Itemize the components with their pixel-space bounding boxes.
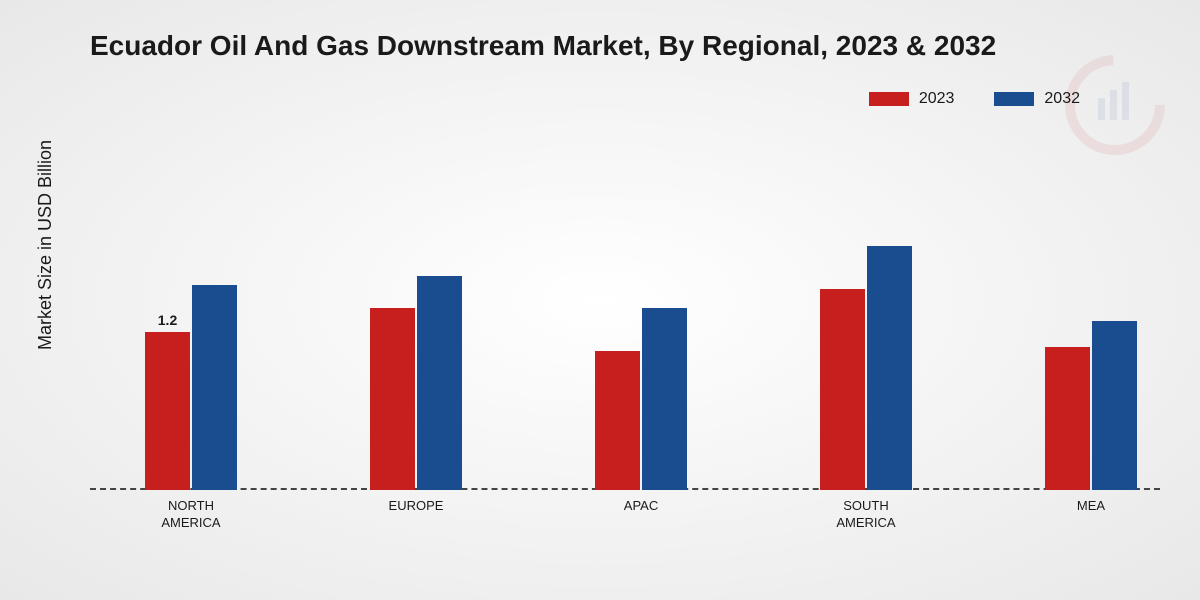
- x-axis-label: APAC: [571, 490, 711, 515]
- bar-2023: [370, 308, 415, 490]
- legend-item-2023: 2023: [869, 90, 955, 108]
- chart-legend: 2023 2032: [869, 90, 1080, 108]
- legend-swatch-2023: [869, 92, 909, 106]
- y-axis-label: Market Size in USD Billion: [35, 140, 56, 350]
- legend-label-2023: 2023: [919, 90, 955, 108]
- x-axis-label: MEA: [1021, 490, 1161, 515]
- bar-2032: [642, 308, 687, 490]
- bar-group: 1.2NORTHAMERICA: [145, 285, 237, 490]
- bar-2032: [192, 285, 237, 490]
- bar-2032: [417, 276, 462, 490]
- bar-value-label: 1.2: [145, 312, 190, 332]
- bar-2032: [1092, 321, 1137, 490]
- bar-group: APAC: [595, 308, 687, 490]
- bar-2023: 1.2: [145, 332, 190, 490]
- chart-plot-area: 1.2NORTHAMERICA EUROPE APAC SOUTHAMERICA MEA: [90, 160, 1160, 490]
- chart-title: Ecuador Oil And Gas Downstream Market, B…: [90, 30, 996, 62]
- bar-group: EUROPE: [370, 276, 462, 490]
- x-axis-label: NORTHAMERICA: [121, 490, 261, 532]
- bar-group: SOUTHAMERICA: [820, 246, 912, 490]
- bar-2023: [820, 289, 865, 490]
- bar-2023: [1045, 347, 1090, 490]
- bar-2032: [867, 246, 912, 490]
- x-axis-label: SOUTHAMERICA: [796, 490, 936, 532]
- legend-label-2032: 2032: [1044, 90, 1080, 108]
- legend-swatch-2032: [994, 92, 1034, 106]
- bar-2023: [595, 351, 640, 490]
- legend-item-2032: 2032: [994, 90, 1080, 108]
- x-axis-label: EUROPE: [346, 490, 486, 515]
- bar-group: MEA: [1045, 321, 1137, 490]
